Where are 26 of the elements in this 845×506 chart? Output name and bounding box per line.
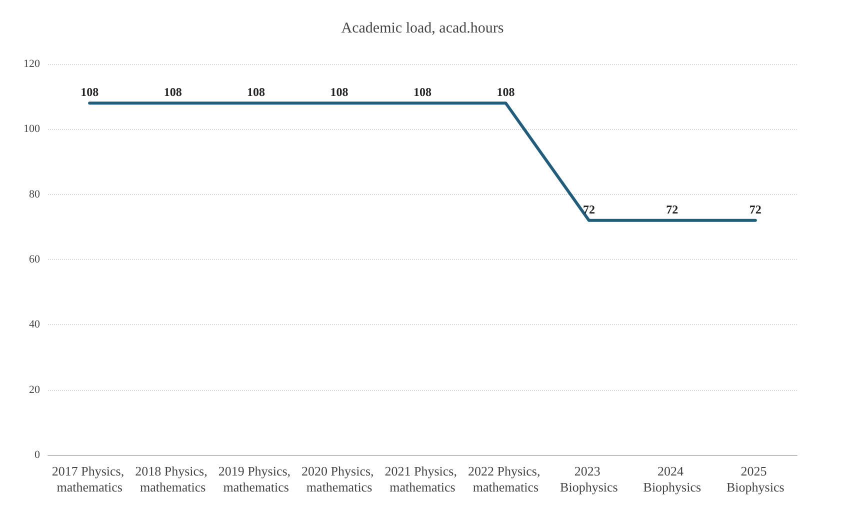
data-label: 108 — [330, 85, 348, 100]
y-tick-label: 60 — [29, 254, 40, 266]
data-label: 108 — [164, 85, 182, 100]
x-tick-label: 2018 Physics, mathematics — [135, 464, 211, 494]
data-label: 72 — [582, 202, 595, 216]
y-tick-label: 20 — [29, 384, 40, 396]
x-tick-label: 2025 Biophysics — [726, 464, 784, 494]
data-label: 72 — [666, 202, 678, 216]
x-tick-label: 2019 Physics, mathematics — [218, 464, 294, 494]
y-tick-label: 0 — [34, 449, 40, 461]
data-label: 108 — [496, 85, 515, 100]
x-tick-label: 2021 Physics, mathematics — [384, 464, 460, 494]
y-tick-label: 80 — [29, 188, 40, 200]
x-tick-label: 2024 Biophysics — [643, 464, 702, 494]
y-tick-label: 40 — [29, 318, 40, 331]
data-label: 108 — [80, 85, 99, 100]
chart-title: Academic load, acad.hours — [341, 20, 504, 36]
x-tick-label: 2020 Physics, mathematics — [302, 464, 378, 494]
data-label: 108 — [414, 85, 432, 100]
y-tick-label: 120 — [24, 58, 40, 70]
y-tick-label: 100 — [24, 123, 40, 136]
data-label: 108 — [247, 85, 266, 100]
x-tick-label: 2017 Physics, mathematics — [52, 464, 128, 494]
data-label: 72 — [749, 202, 762, 216]
x-tick-label: 2022 Physics, mathematics — [468, 464, 544, 494]
x-tick-label: 2023 Biophysics — [560, 464, 618, 494]
